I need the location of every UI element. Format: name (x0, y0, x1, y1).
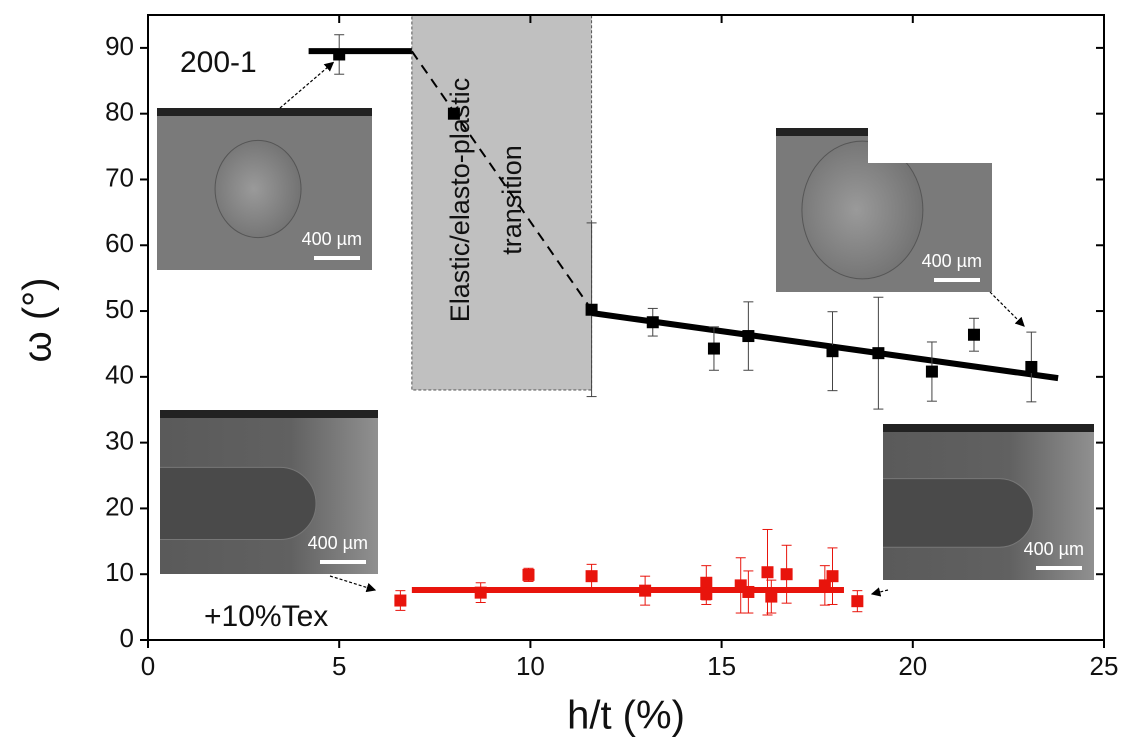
data-point (474, 586, 487, 599)
inset-header (160, 410, 378, 418)
data-point (742, 585, 755, 598)
data-point (818, 579, 831, 592)
fit-line (411, 50, 593, 311)
data-point (826, 345, 839, 358)
data-point (967, 328, 980, 341)
scale-label: 400 µm (922, 251, 982, 271)
data-point (1025, 360, 1038, 373)
x-axis-label: h/t (%) (567, 694, 685, 738)
inset-indent (801, 140, 924, 280)
data-point (447, 107, 460, 120)
data-point (585, 570, 598, 583)
inset-header (157, 108, 372, 116)
inset-scratch (160, 466, 317, 541)
inset-arrow (870, 587, 889, 597)
data-point (872, 347, 885, 360)
data-point (646, 316, 659, 329)
inset-scratch (883, 478, 1034, 548)
data-point (765, 590, 778, 603)
data-point (522, 568, 535, 581)
scale-label: 400 µm (308, 533, 368, 553)
inset-arrow (279, 61, 335, 109)
inset-header (883, 424, 1094, 432)
data-point (761, 566, 774, 579)
inset-arrow (329, 575, 377, 593)
plot-frame (147, 14, 1105, 641)
data-point (700, 587, 713, 600)
x-tick-label: 0 (141, 651, 155, 681)
transition-region (411, 14, 593, 391)
data-point (707, 342, 720, 355)
x-tick-label: 20 (898, 651, 927, 681)
y-tick-label: 90 (105, 31, 134, 61)
data-point (851, 595, 864, 608)
data-point (394, 594, 407, 607)
data-point (585, 303, 598, 316)
data-point (925, 365, 938, 378)
x-tick-label: 5 (332, 651, 346, 681)
region-label: transition (497, 145, 527, 255)
scale-label: 400 µm (302, 229, 362, 249)
y-tick-label: 70 (105, 162, 134, 192)
data-point (742, 330, 755, 343)
y-tick-label: 60 (105, 228, 134, 258)
scale-label: 400 µm (1024, 539, 1084, 559)
y-tick-label: 80 (105, 97, 134, 127)
data-point (780, 568, 793, 581)
y-tick-label: 30 (105, 426, 134, 456)
series-label: +10%Tex (204, 600, 328, 633)
data-point (826, 570, 839, 583)
x-tick-label: 25 (1090, 651, 1119, 681)
x-tick-label: 10 (516, 651, 545, 681)
y-tick-label: 0 (120, 623, 134, 653)
y-axis-label: ω (°) (16, 278, 60, 363)
y-tick-label: 10 (105, 557, 134, 587)
y-tick-label: 50 (105, 294, 134, 324)
series-label: 200-1 (180, 46, 257, 79)
fit-line (591, 310, 1059, 382)
y-tick-label: 20 (105, 491, 134, 521)
data-point (700, 576, 713, 589)
inset-arrow (989, 291, 1025, 327)
y-tick-label: 40 (105, 360, 134, 390)
data-point (333, 48, 346, 61)
x-tick-label: 15 (707, 651, 736, 681)
inset-notch (868, 120, 998, 163)
data-point (639, 584, 652, 597)
inset-indent (214, 139, 302, 239)
